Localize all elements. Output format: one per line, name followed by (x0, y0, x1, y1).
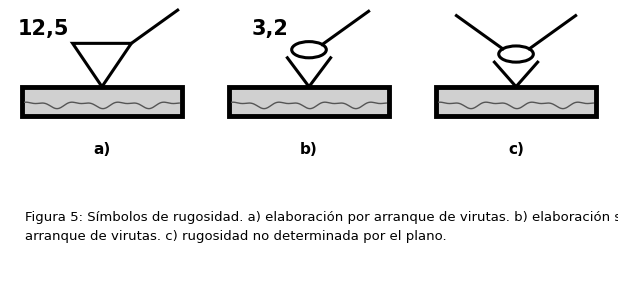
Text: c): c) (508, 142, 524, 157)
Circle shape (292, 42, 326, 58)
Circle shape (499, 46, 533, 62)
Text: Figura 5: Símbolos de rugosidad. a) elaboración por arranque de virutas. b) elab: Figura 5: Símbolos de rugosidad. a) elab… (25, 211, 618, 243)
Bar (436, 87, 596, 116)
Text: b): b) (300, 142, 318, 157)
Bar (22, 87, 182, 116)
Text: 3,2: 3,2 (252, 19, 289, 39)
Bar (229, 87, 389, 116)
Text: 12,5: 12,5 (18, 19, 70, 39)
Text: a): a) (93, 142, 111, 157)
Polygon shape (73, 43, 132, 87)
